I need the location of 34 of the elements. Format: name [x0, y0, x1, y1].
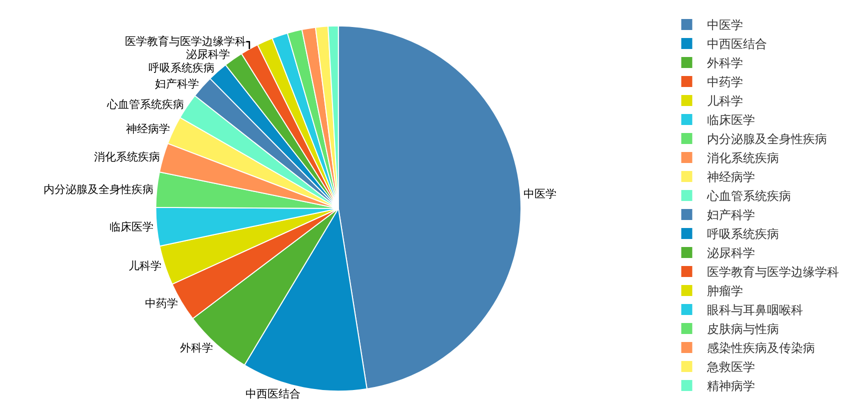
slice-label: 神经病学 [126, 122, 170, 136]
slice-label: 中药学 [145, 297, 178, 310]
legend-label: 中医学 [706, 18, 743, 32]
legend-label: 呼吸系统疾病 [706, 227, 779, 242]
legend-label: 医学教育与医学边缘学科 [706, 265, 839, 280]
legend-label: 中药学 [706, 75, 743, 90]
legend-label: 精神病学 [706, 379, 755, 394]
legend-label: 内分泌腺及全身性疾病 [706, 132, 827, 146]
legend-label: 急救医学 [706, 360, 755, 374]
slice-label: 泌尿科学 [186, 48, 230, 62]
slice-label: 中医学 [524, 188, 557, 201]
legend-label: 儿科学 [706, 94, 743, 108]
legend-label: 皮肤病与性病 [706, 322, 779, 336]
legend-label: 泌尿科学 [706, 246, 755, 260]
slice-label: 心血管系统疾病 [106, 98, 184, 111]
slice-label: 妇产科学 [154, 77, 199, 90]
legend-label: 眼科与耳鼻咽喉科 [706, 303, 803, 318]
legend-label: 临床医学 [706, 113, 755, 128]
legend-label: 肿瘤学 [706, 284, 743, 298]
legend-label: 感染性疾病及传染病 [706, 341, 815, 356]
legend-label: 心血管系统疾病 [706, 189, 791, 204]
slice-label: 消化系统疾病 [94, 150, 160, 164]
legend-label: 外科学 [706, 56, 743, 70]
legend-label: 中西医结合 [706, 37, 767, 52]
legend-label: 消化系统疾病 [706, 151, 779, 166]
slice-label: 医学教育与医学边缘学科 [125, 35, 246, 48]
slice-label: 内分泌腺及全身性疾病 [43, 183, 154, 196]
slice-label: 儿科学 [128, 260, 162, 273]
slice-label: 呼吸系统疾病 [148, 61, 214, 74]
legend-label: 神经病学 [706, 170, 755, 184]
slice-label: 中西医结合 [245, 388, 300, 401]
slice-label: 临床医学 [109, 220, 154, 234]
legend-label: 妇产科学 [706, 208, 755, 222]
slice-label: 外科学 [180, 341, 214, 354]
